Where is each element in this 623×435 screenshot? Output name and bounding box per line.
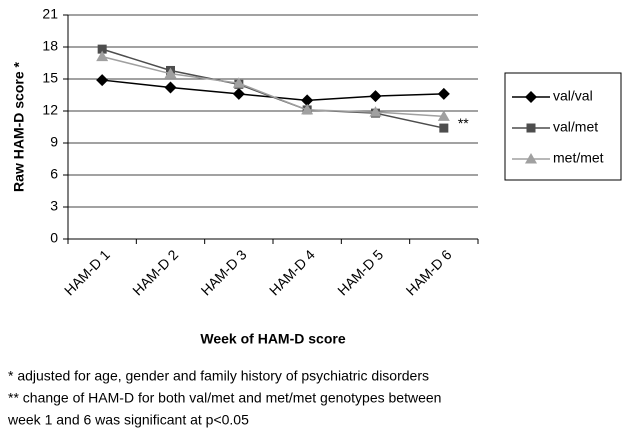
marker [437,110,450,121]
footnote: * adjusted for age, gender and family hi… [8,368,429,384]
legend-label: val/val [553,88,593,104]
y-tick-label: 12 [42,102,58,118]
y-axis-label: Raw HAM-D score * [11,61,27,191]
marker [232,77,245,88]
annotation: ** [458,115,469,131]
marker [525,91,537,103]
marker [369,90,382,103]
y-tick-label: 21 [42,6,58,22]
x-tick-label: HAM-D 4 [266,246,318,298]
footnote: ** change of HAM-D for both val/met and … [8,390,441,406]
y-tick-label: 18 [42,38,58,54]
marker [525,153,537,164]
marker [96,74,109,87]
x-tick-label: HAM-D 6 [403,246,455,298]
marker [232,87,245,100]
marker [301,94,314,107]
marker [301,103,314,115]
y-tick-label: 9 [50,134,58,150]
marker [164,81,177,94]
y-tick-label: 0 [50,230,58,246]
legend-box [504,72,622,181]
marker [164,67,177,79]
x-tick-label: HAM-D 1 [61,246,113,298]
marker [437,87,450,100]
marker [369,106,382,117]
x-tick-label: HAM-D 5 [334,246,386,298]
x-tick-label: HAM-D 3 [198,246,250,298]
marker [526,123,536,133]
series-line [101,48,444,129]
y-tick-label: 6 [50,166,58,182]
x-tick-label: HAM-D 2 [129,246,181,298]
footnote: week 1 and 6 was significant at p<0.05 [7,412,249,428]
marker [439,123,449,133]
legend-label: met/met [553,150,604,166]
y-tick-label: 3 [50,198,58,214]
x-axis-label: Week of HAM-D score [200,331,345,347]
legend-label: val/met [553,119,598,135]
marker [97,44,107,54]
y-tick-label: 15 [42,70,58,86]
marker [96,50,109,62]
series-line [101,55,444,118]
